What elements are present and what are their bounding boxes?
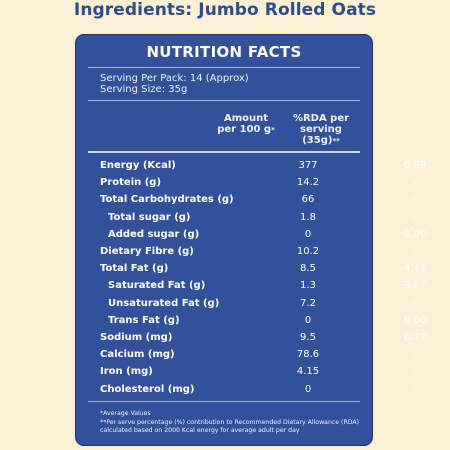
divider (88, 100, 360, 101)
nutrient-label: Saturated Fat (g) (108, 280, 206, 292)
table-row: Unsaturated Fat (g) 7.2 - (76, 295, 417, 312)
rda-value: - (413, 349, 417, 361)
rda-header-line3: (35g) (302, 135, 333, 146)
nutrient-label: Iron (mg) (100, 366, 153, 378)
rda-value: - (413, 297, 417, 309)
table-row: Sodium (mg) 9.5 0.17 (76, 329, 426, 346)
amount-value: 4.15 (296, 366, 320, 378)
table-row: Iron (mg) 4.15 - (76, 363, 417, 380)
amount-value: 7.2 (300, 297, 316, 309)
table-row: Energy (Kcal) 377 6.60 (76, 157, 426, 174)
amount-value: 1.8 (300, 211, 316, 223)
rda-header-mark: ** (332, 137, 340, 145)
table-row: Cholesterol (mg) 0 - (76, 381, 417, 398)
table-row: Total sugar (g) 1.8 - (76, 209, 417, 226)
rda-value: 6.60 (403, 160, 427, 171)
rda-value: - (413, 177, 417, 189)
rda-value: 0.17 (403, 332, 427, 343)
amount-value: 0 (304, 228, 312, 240)
nutrient-label: Total sugar (g) (108, 211, 191, 223)
rda-value: - (413, 194, 417, 206)
average-values-note: *Average Values (100, 410, 151, 417)
divider (88, 401, 360, 402)
amount-column-header: Amount per 100 g* (216, 113, 276, 136)
amount-value: 10.2 (296, 246, 320, 257)
rda-value: 0.00 (403, 314, 427, 326)
nutrient-label: Trans Fat (g) (108, 314, 180, 326)
rda-value: - (413, 211, 417, 223)
rda-value: 0.00 (403, 228, 427, 240)
panel-title: NUTRITION FACTS (146, 43, 302, 61)
rda-header-line1: %RDA per (292, 113, 350, 124)
table-row: Dietary Fibre (g) 10.2 - (76, 243, 417, 260)
amount-header-line2: per 100 g (217, 124, 272, 135)
rda-header-line2: serving (300, 124, 342, 135)
rda-column-header: %RDA per serving (35g)** (282, 113, 360, 147)
serving-per-pack: Serving Per Pack: 14 (Approx) (100, 73, 249, 84)
header-divider (88, 151, 360, 153)
amount-value: 66 (301, 194, 315, 206)
table-row: Calcium (mg) 78.6 - (76, 346, 417, 363)
rda-value: - (413, 366, 417, 378)
nutrient-label: Protein (g) (100, 177, 162, 189)
amount-value: 377 (298, 160, 318, 171)
divider (88, 67, 360, 68)
table-row: Protein (g) 14.2 - (76, 174, 417, 191)
amount-value: 0 (304, 383, 312, 395)
nutrient-label: Cholesterol (mg) (100, 383, 195, 395)
amount-header-mark: * (271, 126, 275, 134)
page-title: Ingredients: Jumbo Rolled Oats (73, 0, 377, 20)
nutrient-label: Added sugar (g) (108, 228, 200, 240)
amount-value: 8.5 (300, 263, 316, 275)
nutrition-facts-panel: NUTRITION FACTS Serving Per Pack: 14 (Ap… (75, 34, 426, 446)
amount-value: 14.2 (296, 177, 320, 189)
table-row: Added sugar (g) 0 0.00 (76, 226, 426, 243)
nutrient-label: Sodium (mg) (100, 332, 173, 343)
amount-value: 78.6 (296, 349, 320, 361)
nutrient-label: Calcium (mg) (100, 349, 175, 361)
table-row: Total Carbohydrates (g) 66 - (76, 191, 417, 208)
nutrient-label: Dietary Fibre (g) (100, 246, 194, 257)
serving-size: Serving Size: 35g (100, 84, 188, 95)
rda-value: 2.07 (403, 280, 427, 292)
amount-header-line1: Amount (223, 113, 269, 124)
nutrient-label: Unsaturated Fat (g) (108, 297, 220, 309)
nutrient-label: Total Fat (g) (100, 263, 169, 275)
nutrient-label: Total Carbohydrates (g) (100, 194, 234, 206)
amount-value: 1.3 (300, 280, 316, 292)
amount-value: 0 (304, 314, 312, 326)
amount-value: 9.5 (300, 332, 316, 343)
rda-value: 4.44 (403, 263, 427, 275)
table-row: Saturated Fat (g) 1.3 2.07 (76, 277, 426, 294)
nutrient-label: Energy (Kcal) (100, 160, 176, 171)
rda-footnote: **Per serve percentage (%) contribution … (100, 419, 360, 434)
rda-value: - (413, 383, 417, 395)
rda-value: - (413, 246, 417, 257)
table-row: Total Fat (g) 8.5 4.44 (76, 260, 426, 277)
table-row: Trans Fat (g) 0 0.00 (76, 312, 426, 329)
